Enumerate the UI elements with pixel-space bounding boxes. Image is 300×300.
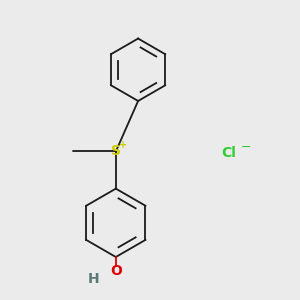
Text: Cl: Cl <box>221 146 236 160</box>
Text: H: H <box>88 272 99 286</box>
Text: +: + <box>119 140 127 150</box>
Text: O: O <box>110 264 122 278</box>
Text: −: − <box>241 140 251 154</box>
Text: S: S <box>111 145 121 158</box>
